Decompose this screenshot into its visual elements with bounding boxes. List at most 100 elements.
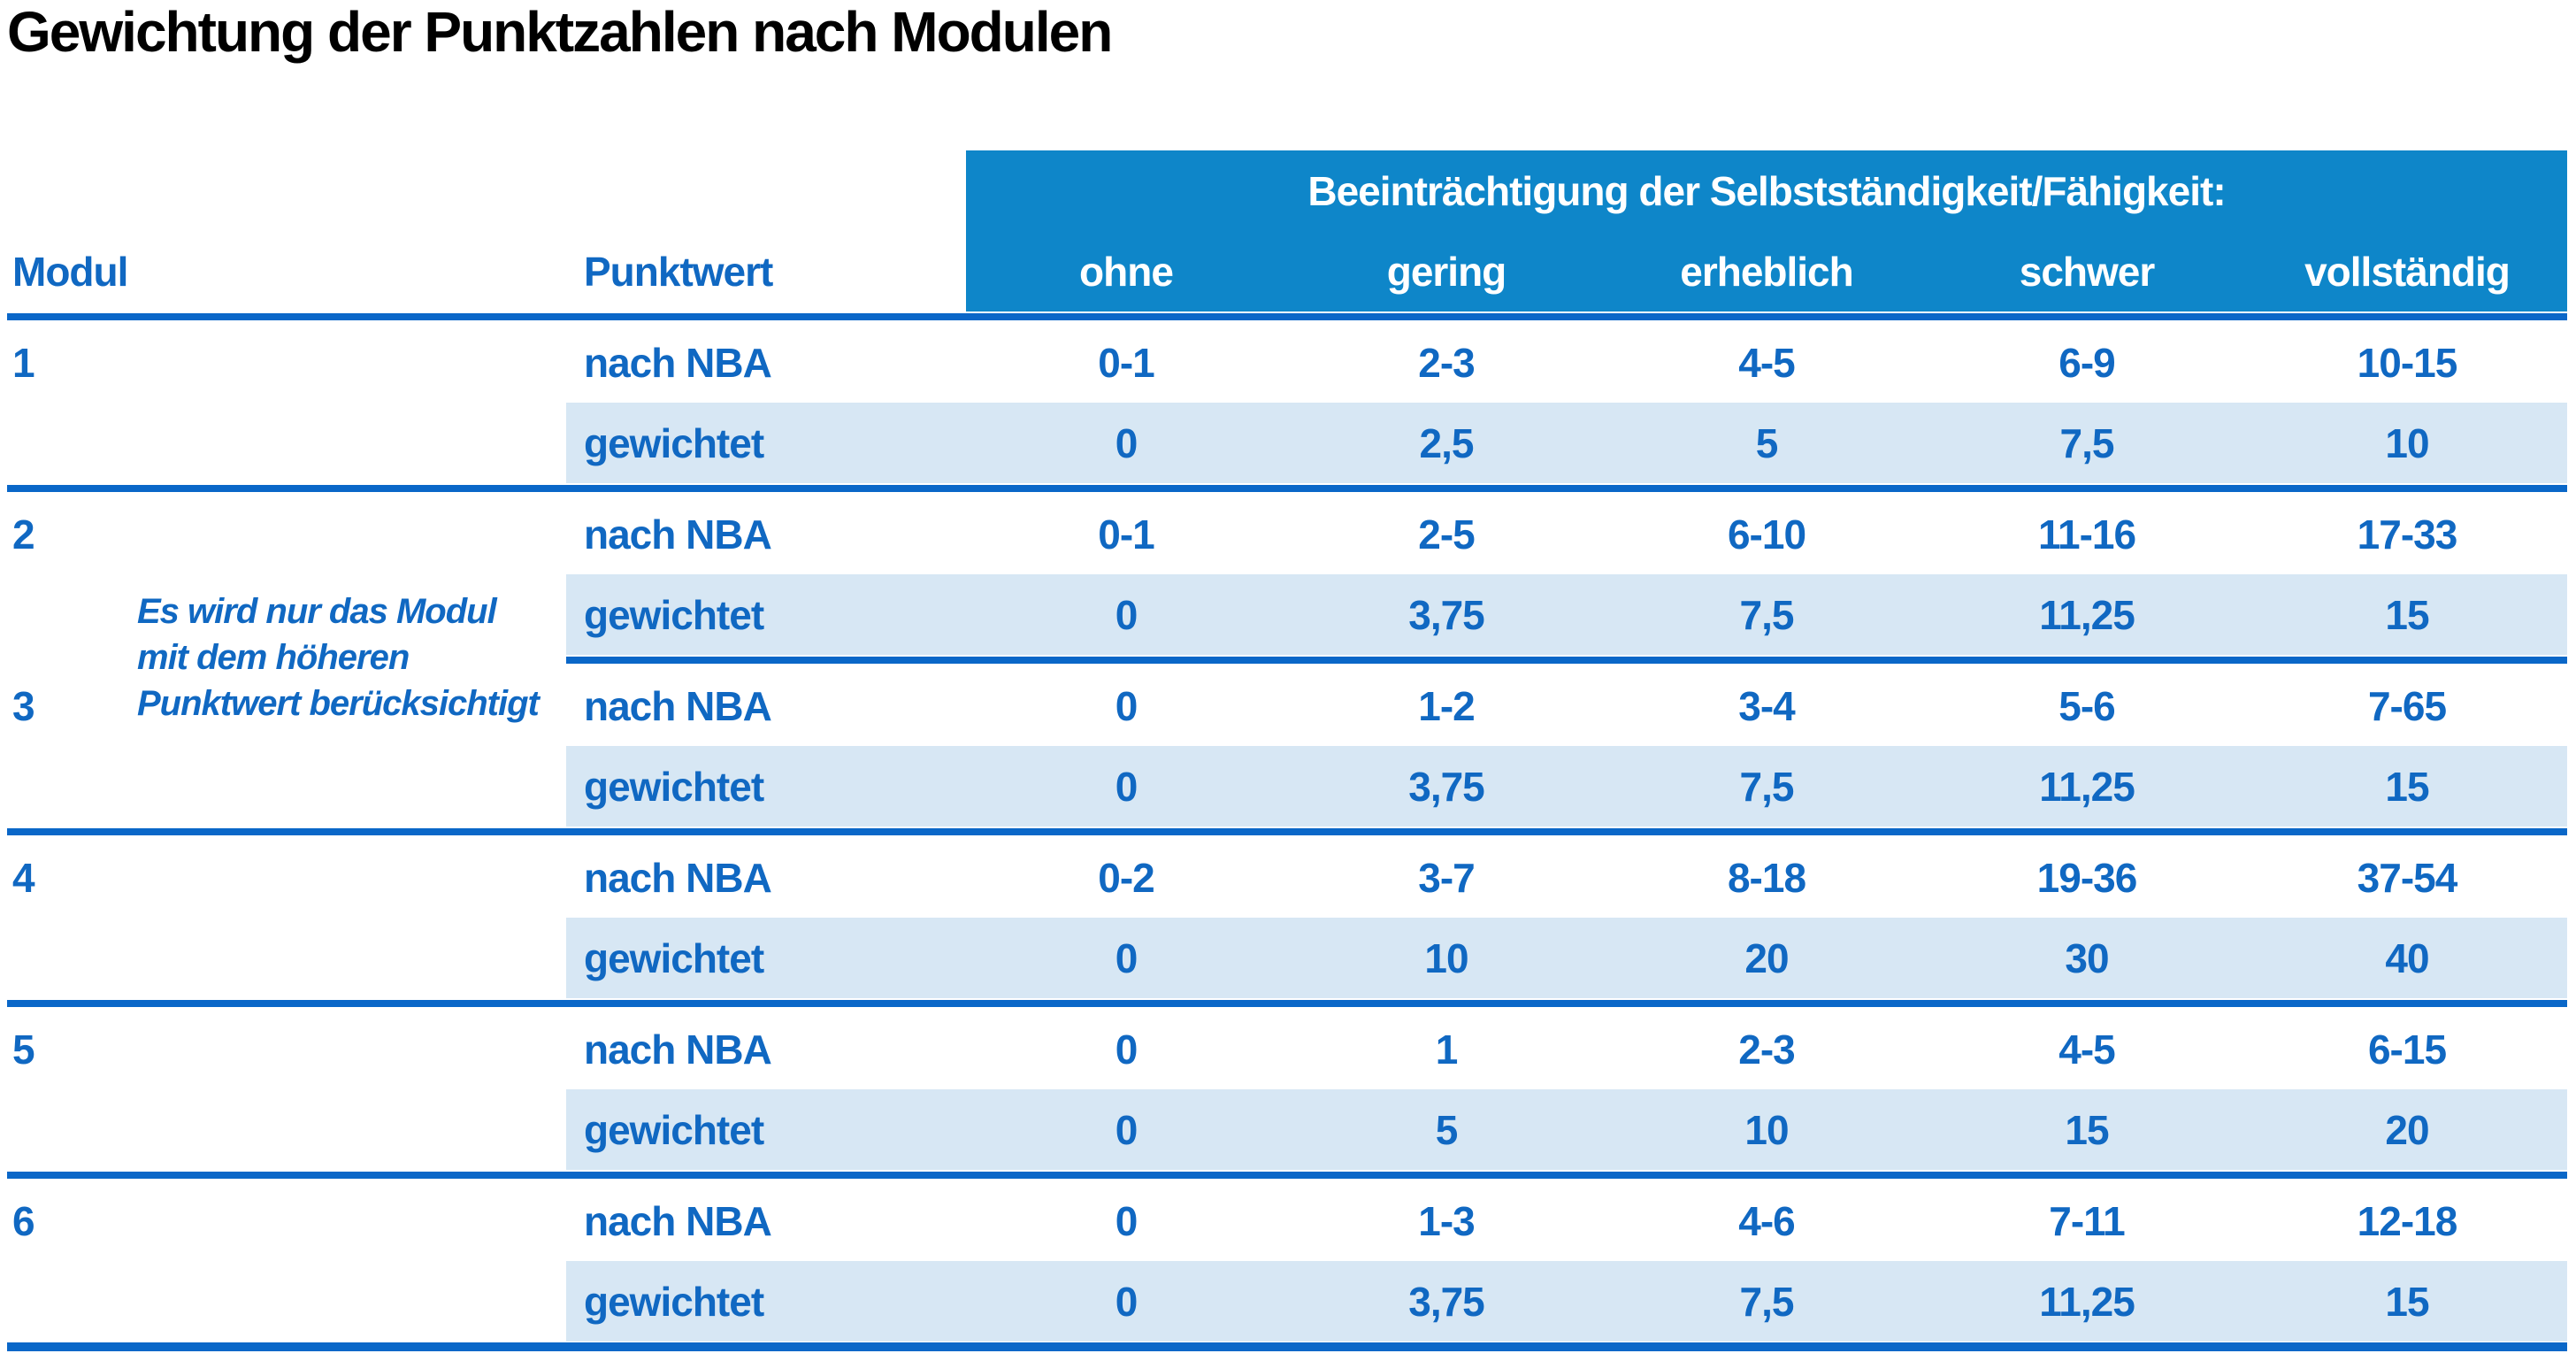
module-divider-partial <box>7 655 2567 665</box>
cell-value: 30 <box>1927 918 2247 998</box>
divider-bar <box>7 1342 2567 1351</box>
divider-bar <box>7 485 2567 492</box>
table-row-module-4-weighted: gewichtet 0 10 20 30 40 <box>7 918 2567 998</box>
row-label-nach-nba: nach NBA <box>584 339 772 386</box>
cell-value: 3,75 <box>1286 746 1606 827</box>
cell-value: 12-18 <box>2357 1197 2458 1244</box>
cell-value: 0-2 <box>1098 854 1154 901</box>
cell-value: 2-3 <box>1738 1026 1795 1073</box>
row-label-nach-nba: nach NBA <box>584 854 772 901</box>
cell-value: 6-9 <box>2058 339 2115 386</box>
cell-value: 8-18 <box>1727 854 1806 901</box>
row-label-gewichtet: gewichtet <box>566 574 966 655</box>
table-row-module-6-weighted: gewichtet 0 3,75 7,5 11,25 15 <box>7 1261 2567 1342</box>
cell-value: 5 <box>1286 1089 1606 1170</box>
module-number: 5 <box>12 1026 35 1073</box>
table-header-row: Modul Punktwert ohne gering erheblich sc… <box>7 231 2567 311</box>
cell-value: 11,25 <box>1927 1261 2247 1342</box>
cell-value: 0 <box>966 918 1286 998</box>
module-divider <box>7 1170 2567 1180</box>
cell-value: 3,75 <box>1286 574 1606 655</box>
divider-bar <box>7 313 2567 320</box>
cell-value: 0 <box>1115 682 1138 729</box>
cell-value: 17-33 <box>2357 511 2458 557</box>
table-row-module-6-nba: 6 nach NBA 0 1-3 4-6 7-11 12-18 <box>7 1180 2567 1261</box>
banner-header: Beeinträchtigung der Selbstständigkeit/F… <box>966 150 2567 231</box>
cell-value: 11-16 <box>2037 511 2136 557</box>
page-title: Gewichtung der Punktzahlen nach Modulen <box>7 0 1113 64</box>
cell-value: 6-10 <box>1727 511 1806 557</box>
column-header-erheblich: erheblich <box>1606 231 1927 311</box>
cell-value: 5-6 <box>2058 682 2115 729</box>
cell-value: 5 <box>1606 403 1927 483</box>
row-label-gewichtet: gewichtet <box>566 918 966 998</box>
cell-value: 0 <box>1115 1197 1138 1244</box>
module-divider <box>7 998 2567 1009</box>
module-number: 3 <box>12 682 35 729</box>
cell-value: 20 <box>2247 1089 2567 1170</box>
divider-bar <box>7 828 2567 835</box>
column-header-modul: Modul <box>12 248 128 295</box>
column-header-vollstaendig: vollständig <box>2247 231 2567 311</box>
column-header-punktwert: Punktwert <box>584 248 773 295</box>
cell-value: 0 <box>1115 1026 1138 1073</box>
cell-value: 2,5 <box>1286 403 1606 483</box>
cell-value: 11,25 <box>1927 746 2247 827</box>
table-banner-row: Beeinträchtigung der Selbstständigkeit/F… <box>7 150 2567 231</box>
column-header-gering: gering <box>1286 231 1606 311</box>
cell-value: 7,5 <box>1606 574 1927 655</box>
table-row-module-1-weighted: gewichtet 0 2,5 5 7,5 10 <box>7 403 2567 483</box>
table-row-module-4-nba: 4 nach NBA 0-2 3-7 8-18 19-36 37-54 <box>7 837 2567 918</box>
empty-cell <box>7 150 566 231</box>
cell-value: 0 <box>966 1261 1286 1342</box>
cell-value: 4-5 <box>2058 1026 2115 1073</box>
cell-value: 40 <box>2247 918 2567 998</box>
module-divider <box>7 827 2567 837</box>
cell-value: 1-2 <box>1418 682 1475 729</box>
table-row-module-2-weighted: gewichtet 0 3,75 7,5 11,25 15 <box>7 574 2567 655</box>
row-label-gewichtet: gewichtet <box>566 1261 966 1342</box>
divider-bar <box>7 1000 2567 1007</box>
cell-value: 3,75 <box>1286 1261 1606 1342</box>
row-label-nach-nba: nach NBA <box>584 511 772 557</box>
note-line: Punktwert berücksichtigt <box>137 684 540 723</box>
cell-value: 4-6 <box>1738 1197 1795 1244</box>
module-number: 4 <box>12 854 35 901</box>
module-2-3-note: Es wird nur das Modul mit dem höheren Pu… <box>137 588 572 727</box>
cell-value: 7-11 <box>2049 1197 2126 1244</box>
cell-value: 3-7 <box>1418 854 1475 901</box>
table-bottom-border <box>7 1342 2567 1352</box>
table-row-module-2-nba: 2 nach NBA 0-1 2-5 6-10 11-16 17-33 <box>7 494 2567 574</box>
cell-value: 10 <box>1606 1089 1927 1170</box>
cell-value: 0 <box>966 746 1286 827</box>
empty-cell <box>7 746 566 827</box>
module-number: 6 <box>12 1197 35 1244</box>
cell-value: 7-65 <box>2367 682 2447 729</box>
column-header-schwer: schwer <box>1927 231 2247 311</box>
table-row-module-1-nba: 1 nach NBA 0-1 2-3 4-5 6-9 10-15 <box>7 322 2567 403</box>
row-label-nach-nba: nach NBA <box>584 1026 772 1073</box>
cell-value: 15 <box>2247 574 2567 655</box>
row-label-nach-nba: nach NBA <box>584 1197 772 1244</box>
cell-value: 1 <box>1435 1026 1459 1073</box>
row-label-gewichtet: gewichtet <box>566 746 966 827</box>
cell-value: 0-1 <box>1098 339 1154 386</box>
cell-value: 0 <box>966 574 1286 655</box>
cell-value: 20 <box>1606 918 1927 998</box>
cell-value: 10-15 <box>2357 339 2458 386</box>
cell-value: 15 <box>2247 746 2567 827</box>
row-label-nach-nba: nach NBA <box>584 682 772 729</box>
cell-value: 7,5 <box>1606 1261 1927 1342</box>
empty-cell <box>7 1261 566 1342</box>
empty-cell <box>7 403 566 483</box>
cell-value: 10 <box>1286 918 1606 998</box>
module-divider <box>7 483 2567 494</box>
header-divider <box>7 311 2567 322</box>
cell-value: 1-3 <box>1418 1197 1475 1244</box>
cell-value: 0 <box>966 1089 1286 1170</box>
cell-value: 37-54 <box>2357 854 2458 901</box>
note-line: Es wird nur das Modul <box>137 592 497 631</box>
module-number: 1 <box>12 339 35 386</box>
table-row-module-5-weighted: gewichtet 0 5 10 15 20 <box>7 1089 2567 1170</box>
cell-value: 15 <box>1927 1089 2247 1170</box>
